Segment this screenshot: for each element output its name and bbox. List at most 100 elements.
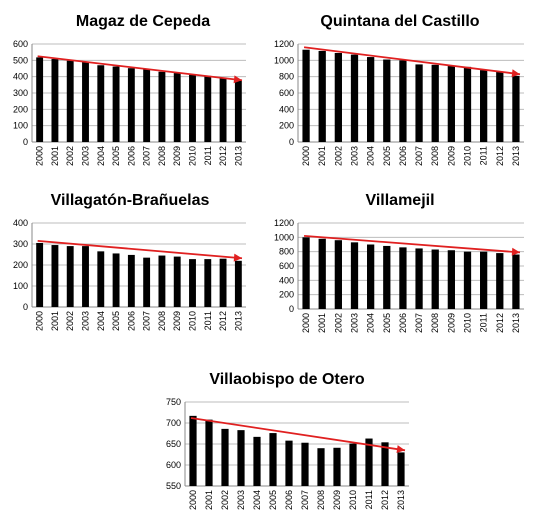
trend-arrowhead: [511, 69, 520, 78]
x-tick-label: 2004: [366, 146, 376, 166]
bar: [51, 245, 59, 307]
bar: [36, 57, 44, 142]
bar: [143, 257, 151, 307]
bar: [365, 438, 373, 486]
chart-title: Villagatón-Brañuelas: [51, 192, 210, 209]
bar: [431, 249, 439, 309]
trend-line: [190, 417, 406, 452]
bar: [334, 52, 342, 142]
bar: [383, 59, 391, 143]
x-tick-label: 2004: [96, 311, 106, 331]
bar: [112, 253, 120, 307]
bar: [204, 259, 212, 307]
bar: [158, 255, 166, 307]
x-tick-label: 2007: [142, 311, 152, 331]
x-tick-label: 2012: [495, 146, 505, 166]
x-tick-label: 2006: [126, 146, 136, 166]
bar: [496, 253, 504, 309]
y-tick-label: 200: [13, 260, 28, 270]
chart-title: Villaobispo de Otero: [209, 371, 365, 388]
bar: [219, 77, 227, 142]
y-tick-label: 750: [166, 397, 181, 407]
bar: [66, 60, 74, 142]
x-tick-label: 2005: [382, 313, 392, 333]
bar: [112, 66, 120, 142]
x-tick-label: 2005: [382, 146, 392, 166]
x-tick-label: 2007: [142, 146, 152, 166]
x-tick-label: 2010: [463, 313, 473, 333]
y-tick-label: 100: [13, 281, 28, 291]
x-tick-label: 2008: [430, 313, 440, 333]
y-tick-label: 1200: [274, 218, 294, 228]
bar: [173, 73, 181, 142]
bar: [415, 64, 423, 142]
chart-5: Villaobispo de Otero 550 600 650 700 750 2000 2…: [166, 371, 409, 510]
x-tick-label: 2007: [414, 146, 424, 166]
x-tick-label: 2006: [126, 311, 136, 331]
x-tick-label: 2009: [172, 146, 182, 166]
bar: [397, 452, 405, 486]
bar: [383, 245, 391, 309]
x-tick-label: 2003: [81, 146, 91, 166]
chart-title: Quintana del Castillo: [320, 13, 479, 30]
bar: [143, 69, 151, 142]
x-tick-label: 2003: [236, 490, 246, 510]
x-tick-label: 2008: [157, 146, 167, 166]
x-tick-label: 2001: [50, 311, 60, 331]
y-tick-label: 1000: [274, 232, 294, 242]
x-tick-label: 2008: [157, 311, 167, 331]
x-tick-label: 2006: [284, 490, 294, 510]
x-tick-label: 2000: [35, 311, 45, 331]
bar: [512, 254, 520, 309]
y-tick-label: 500: [13, 55, 28, 65]
trend-line: [304, 235, 521, 254]
x-tick-label: 2009: [446, 313, 456, 333]
x-tick-label: 2010: [188, 311, 198, 331]
bar: [205, 419, 213, 486]
x-tick-label: 2000: [188, 490, 198, 510]
x-tick-label: 2013: [511, 146, 521, 166]
x-tick-label: 2012: [218, 146, 228, 166]
x-tick-label: 2004: [96, 146, 106, 166]
x-tick-label: 2003: [350, 313, 360, 333]
y-tick-label: 300: [13, 239, 28, 249]
chart-1: Magaz de Cepeda 0 100 200 300 400 500 600 2000 20…: [13, 13, 246, 166]
bar: [463, 251, 472, 309]
y-tick-label: 800: [279, 72, 294, 82]
x-tick-label: 2005: [111, 311, 121, 331]
x-tick-label: 2013: [233, 311, 243, 331]
y-tick-label: 700: [166, 418, 181, 428]
bar: [51, 59, 59, 142]
x-tick-label: 2012: [218, 311, 228, 331]
y-tick-label: 600: [166, 460, 181, 470]
bar: [302, 49, 310, 142]
bar: [350, 242, 359, 309]
bar: [317, 448, 325, 486]
bar: [82, 246, 89, 307]
x-tick-label: 2011: [203, 311, 213, 330]
chart-title: Villamejil: [365, 192, 434, 209]
y-tick-label: 0: [23, 137, 28, 147]
bar: [399, 247, 407, 309]
trend-arrowhead: [233, 253, 242, 262]
bar: [367, 57, 375, 142]
bar: [158, 71, 166, 142]
bar: [285, 440, 293, 486]
x-tick-label: 2006: [398, 146, 408, 166]
x-tick-label: 2011: [203, 146, 213, 165]
chart-title: Magaz de Cepeda: [76, 13, 210, 30]
bar: [302, 237, 310, 309]
y-tick-label: 0: [289, 137, 294, 147]
bar: [237, 430, 245, 486]
x-tick-label: 2000: [301, 146, 311, 166]
bar: [234, 80, 242, 142]
bar: [82, 61, 89, 142]
y-tick-label: 1200: [274, 39, 294, 49]
y-tick-label: 0: [23, 302, 28, 312]
bar: [269, 433, 277, 486]
x-tick-label: 2011: [479, 313, 489, 332]
x-tick-label: 2011: [364, 490, 374, 509]
x-tick-label: 2008: [316, 490, 326, 510]
x-tick-label: 2012: [495, 313, 505, 333]
